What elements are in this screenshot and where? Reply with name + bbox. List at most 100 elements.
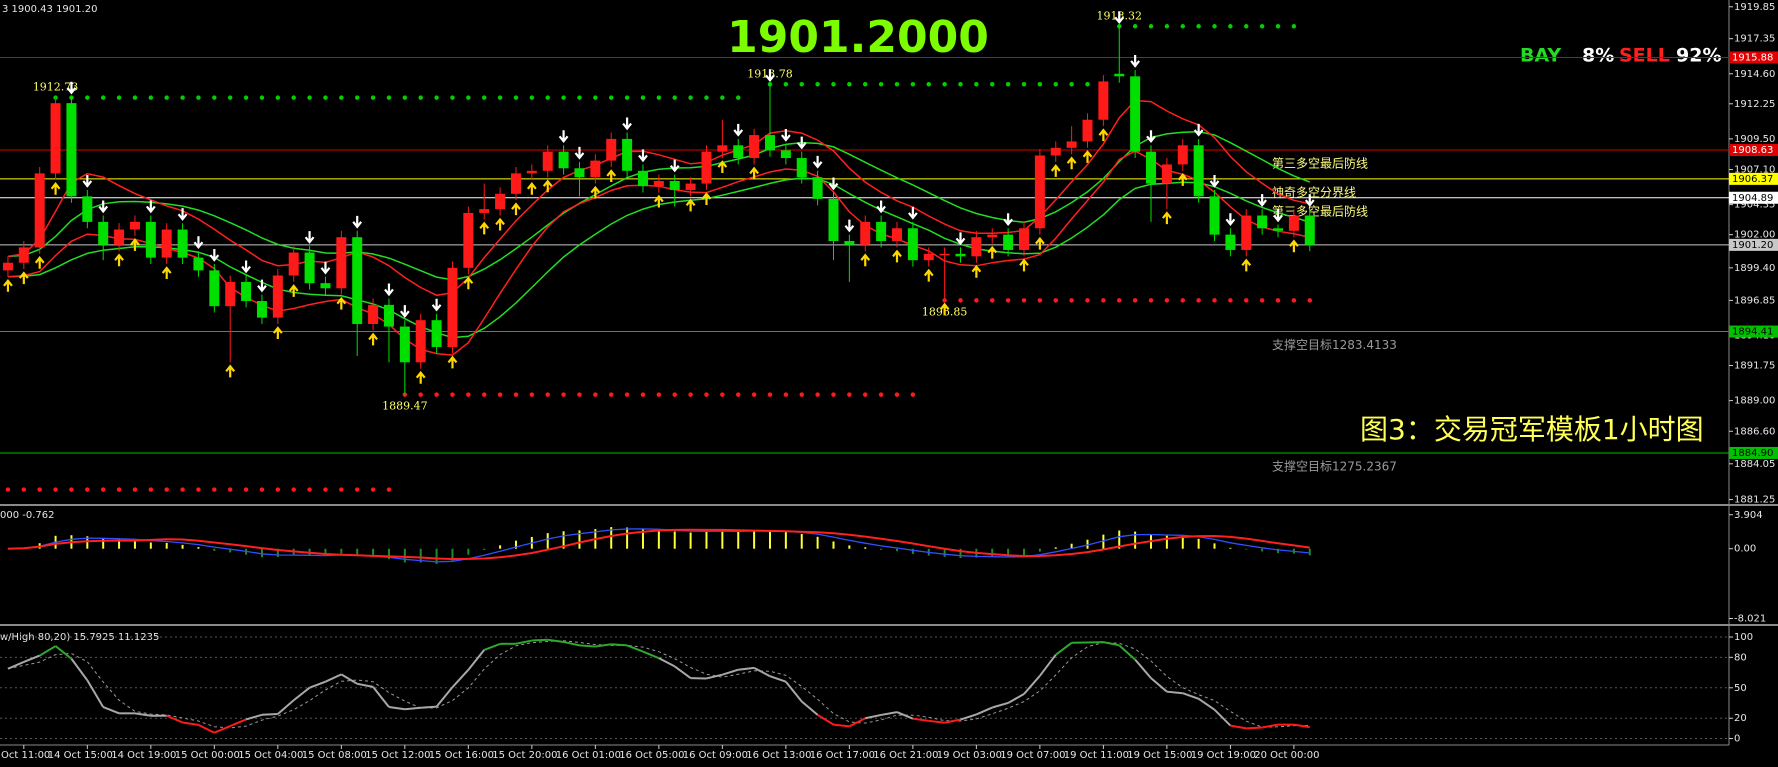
y-tick-label: 1904.35 bbox=[1734, 200, 1775, 211]
signal-arrow bbox=[749, 166, 759, 180]
signal-arrow bbox=[908, 206, 918, 220]
header: 3 1900.43 1901.20 bbox=[2, 4, 97, 15]
signal-arrow bbox=[1162, 211, 1172, 225]
signal-arrow bbox=[828, 177, 839, 191]
chart-title: 1901.2000 bbox=[727, 12, 989, 63]
stoch-segment bbox=[579, 644, 596, 648]
signal-arrow bbox=[622, 117, 632, 131]
signal-arrow bbox=[130, 238, 140, 251]
signal-arrow bbox=[34, 256, 45, 269]
sell-value: 92% bbox=[1676, 45, 1721, 67]
signal-arrow bbox=[1209, 174, 1220, 188]
stoch-segment bbox=[277, 699, 295, 715]
macd-line bbox=[7, 528, 1310, 563]
stoch-segment bbox=[340, 673, 358, 685]
y-tick-label: 20 bbox=[1734, 713, 1747, 724]
candle-body bbox=[733, 145, 744, 159]
candle-body bbox=[1209, 196, 1220, 235]
signal-arrow bbox=[177, 208, 188, 221]
signal-arrow bbox=[511, 202, 521, 216]
signal-arrow bbox=[860, 253, 871, 267]
macd-label: 000 -0.762 bbox=[0, 510, 55, 521]
swing-label: 1889.47 bbox=[382, 400, 428, 413]
stoch-segment bbox=[1103, 641, 1120, 647]
level-box bbox=[1729, 191, 1778, 204]
candle-body bbox=[764, 135, 775, 151]
candle-body bbox=[336, 237, 347, 289]
x-tick-label: 15 Oct 08:00 bbox=[302, 750, 367, 761]
candle-body bbox=[717, 145, 728, 152]
stoch-segment bbox=[1166, 690, 1183, 695]
signal-arrow bbox=[939, 302, 950, 316]
y-tick-label: 1886.60 bbox=[1734, 426, 1775, 437]
candle-body bbox=[495, 193, 506, 210]
candle-body bbox=[542, 151, 553, 171]
signal-arrow bbox=[384, 283, 394, 297]
candle-body bbox=[510, 173, 521, 194]
stoch-segment bbox=[483, 642, 501, 651]
x-tick-label: Oct 11:00 bbox=[1, 750, 50, 761]
stoch-segment bbox=[642, 650, 660, 660]
signal-arrow bbox=[1082, 150, 1093, 163]
signal-arrow bbox=[415, 370, 426, 384]
candle-body bbox=[18, 247, 29, 263]
candle-body bbox=[2, 262, 13, 271]
stoch-segment bbox=[706, 673, 723, 680]
y-tick-label: 1914.60 bbox=[1734, 69, 1775, 80]
candle-body bbox=[447, 267, 458, 347]
candle-body bbox=[1161, 164, 1172, 184]
y-tick-label: -8.021 bbox=[1734, 613, 1766, 624]
signal-arrow bbox=[1193, 123, 1204, 137]
stoch-segment bbox=[848, 717, 866, 728]
y-tick-label: 1889.00 bbox=[1734, 396, 1775, 407]
candle-body bbox=[98, 221, 109, 245]
buy-value: 8% bbox=[1582, 45, 1614, 67]
candle-body bbox=[66, 103, 77, 197]
candle-body bbox=[653, 181, 664, 187]
stoch-segment bbox=[658, 657, 676, 668]
stoch-segment bbox=[166, 714, 183, 724]
x-tick-label: 15 Oct 00:00 bbox=[175, 750, 240, 761]
candle-body bbox=[241, 281, 252, 302]
stoch-segment bbox=[531, 638, 548, 642]
y-tick-label: 1919.85 bbox=[1734, 2, 1775, 13]
candle-body bbox=[82, 196, 93, 222]
signal-arrow bbox=[971, 264, 982, 278]
level-box bbox=[1729, 325, 1778, 338]
signal-arrow bbox=[765, 69, 775, 83]
candle-body bbox=[796, 158, 807, 178]
x-tick-label: 16 Oct 01:00 bbox=[556, 750, 621, 761]
signal-arrow bbox=[1066, 156, 1077, 170]
y-tick-label: 1881.25 bbox=[1734, 495, 1775, 506]
level-label: 1884.90 bbox=[1732, 448, 1773, 459]
signal-arrow bbox=[257, 279, 267, 293]
level-note: 第三多空最后防线 bbox=[1272, 156, 1368, 171]
signal-arrow bbox=[1241, 258, 1252, 272]
signal-arrow bbox=[812, 155, 823, 169]
signal-arrow bbox=[241, 260, 251, 274]
band-line bbox=[7, 130, 1311, 281]
signal-arrow bbox=[1146, 130, 1156, 144]
x-tick-label: 19 Oct 15:00 bbox=[1127, 750, 1192, 761]
stoch-segment bbox=[372, 686, 390, 708]
stoch-segment bbox=[261, 712, 278, 716]
level-box bbox=[1729, 172, 1778, 185]
candle-body bbox=[1019, 228, 1030, 250]
signal-arrow bbox=[18, 271, 29, 285]
x-tick-label: 16 Oct 21:00 bbox=[873, 750, 938, 761]
candle-body bbox=[177, 229, 188, 258]
stoch-segment bbox=[1293, 723, 1310, 729]
signal-arrow bbox=[352, 215, 363, 229]
candle-body bbox=[1193, 145, 1204, 197]
candle-body bbox=[939, 253, 950, 256]
candle-body bbox=[304, 252, 315, 284]
candle-body bbox=[1146, 151, 1157, 184]
candle-body bbox=[971, 237, 982, 257]
swing-label: 1912.73 bbox=[33, 81, 79, 94]
annotation: 图3：交易冠军模板1小时图 bbox=[1360, 413, 1704, 446]
stoch-segment bbox=[1182, 692, 1199, 700]
signal-arrow bbox=[606, 169, 617, 182]
y-tick-label: 1891.75 bbox=[1734, 361, 1775, 372]
level-label: 1915.88 bbox=[1732, 52, 1773, 63]
